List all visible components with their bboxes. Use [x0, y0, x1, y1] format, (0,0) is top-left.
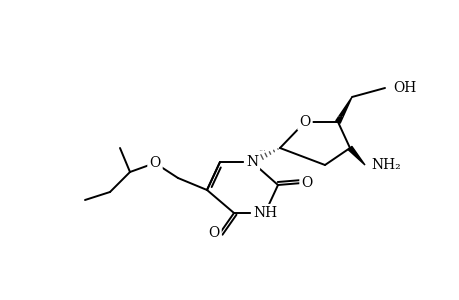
Text: O: O [301, 176, 312, 190]
Polygon shape [335, 97, 351, 123]
Text: O: O [149, 156, 160, 170]
Text: NH₂: NH₂ [370, 158, 400, 172]
Polygon shape [347, 146, 364, 165]
Text: OH: OH [392, 81, 415, 95]
Text: O: O [299, 115, 310, 129]
Text: O: O [208, 226, 219, 240]
Text: ···: ··· [336, 113, 343, 122]
Text: NH: NH [252, 206, 276, 220]
Text: ···: ··· [257, 148, 265, 157]
Text: N: N [246, 155, 257, 169]
